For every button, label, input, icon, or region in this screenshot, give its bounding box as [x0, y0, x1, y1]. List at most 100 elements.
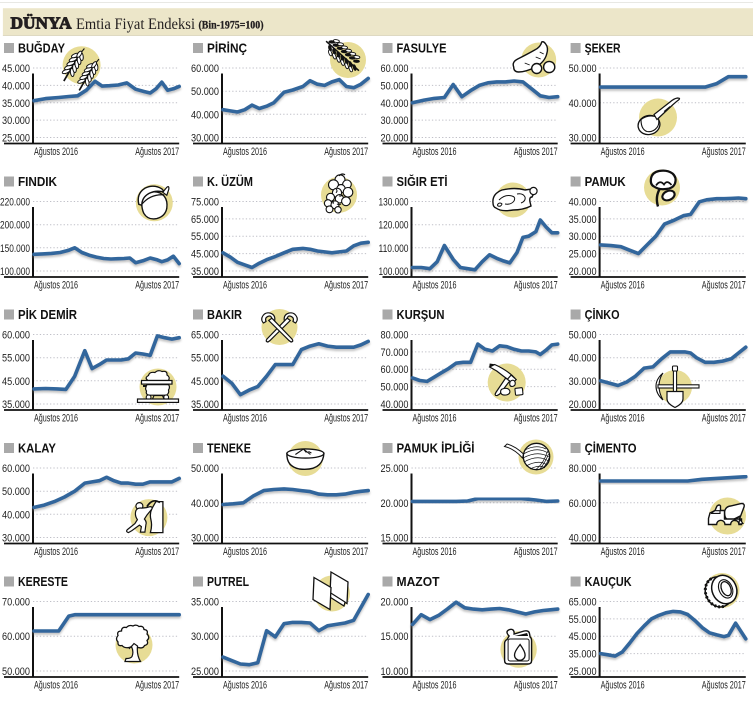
svg-text:40.000: 40.000	[569, 98, 597, 110]
svg-text:15.000: 15.000	[381, 631, 409, 643]
svg-text:30.000: 30.000	[381, 115, 409, 127]
svg-text:65.000: 65.000	[191, 214, 219, 226]
svg-text:50.000: 50.000	[569, 63, 597, 75]
svg-text:60.000: 60.000	[2, 330, 30, 342]
svg-text:Ağustos 2017: Ağustos 2017	[135, 413, 179, 425]
svg-text:40.000: 40.000	[2, 80, 30, 92]
svg-text:200.000: 200.000	[0, 220, 30, 232]
svg-text:40.000: 40.000	[569, 533, 597, 545]
svg-text:35.000: 35.000	[2, 399, 30, 411]
svg-text:150.000: 150.000	[0, 243, 30, 255]
svg-text:DÜNYA: DÜNYA	[11, 14, 72, 33]
svg-text:25.000: 25.000	[381, 463, 409, 475]
svg-text:FASULYE: FASULYE	[397, 41, 447, 56]
svg-text:Ağustos 2016: Ağustos 2016	[601, 413, 645, 425]
svg-text:Ağustos 2016: Ağustos 2016	[223, 413, 267, 425]
svg-text:Ağustos 2017: Ağustos 2017	[324, 413, 368, 425]
svg-text:70.000: 70.000	[381, 347, 409, 359]
svg-text:50.000: 50.000	[381, 382, 409, 394]
svg-text:40.000: 40.000	[381, 98, 409, 110]
svg-text:30.000: 30.000	[191, 133, 219, 145]
svg-text:Ağustos 2016: Ağustos 2016	[413, 146, 457, 158]
svg-text:Ağustos 2016: Ağustos 2016	[223, 546, 267, 558]
svg-text:Ağustos 2017: Ağustos 2017	[702, 413, 746, 425]
svg-text:Ağustos 2017: Ağustos 2017	[135, 280, 179, 292]
svg-text:45.000: 45.000	[569, 631, 597, 643]
svg-text:30.000: 30.000	[569, 231, 597, 243]
svg-text:70.000: 70.000	[2, 597, 30, 609]
svg-text:35.000: 35.000	[191, 597, 219, 609]
svg-text:30.000: 30.000	[191, 533, 219, 545]
svg-text:60.000: 60.000	[2, 463, 30, 475]
svg-text:Ağustos 2017: Ağustos 2017	[702, 146, 746, 158]
svg-text:Ağustos 2017: Ağustos 2017	[324, 546, 368, 558]
svg-text:Ağustos 2016: Ağustos 2016	[601, 680, 645, 692]
svg-text:100.000: 100.000	[0, 266, 30, 278]
svg-text:Ağustos 2016: Ağustos 2016	[223, 280, 267, 292]
svg-text:110.000: 110.000	[379, 243, 409, 255]
svg-text:Ağustos 2016: Ağustos 2016	[223, 680, 267, 692]
svg-text:Ağustos 2017: Ağustos 2017	[702, 280, 746, 292]
svg-text:Ağustos 2017: Ağustos 2017	[135, 146, 179, 158]
svg-text:65.000: 65.000	[191, 330, 219, 342]
svg-text:Ağustos 2016: Ağustos 2016	[34, 413, 78, 425]
svg-text:Ağustos 2017: Ağustos 2017	[514, 413, 558, 425]
svg-text:KERESTE: KERESTE	[18, 574, 68, 589]
svg-text:PUTREL: PUTREL	[207, 574, 249, 589]
svg-text:BUĞDAY: BUĞDAY	[18, 41, 65, 56]
svg-text:25.000: 25.000	[569, 666, 597, 678]
svg-text:Ağustos 2017: Ağustos 2017	[514, 546, 558, 558]
svg-text:Ağustos 2017: Ağustos 2017	[135, 680, 179, 692]
svg-text:130.000: 130.000	[379, 197, 409, 209]
svg-text:KALAY: KALAY	[18, 441, 56, 456]
svg-text:Ağustos 2016: Ağustos 2016	[223, 146, 267, 158]
svg-text:50.000: 50.000	[2, 666, 30, 678]
svg-text:10.000: 10.000	[381, 666, 409, 678]
svg-text:100.000: 100.000	[379, 266, 409, 278]
svg-text:75.000: 75.000	[191, 197, 219, 209]
svg-text:80.000: 80.000	[381, 330, 409, 342]
svg-text:K. ÜZÜM: K. ÜZÜM	[207, 174, 253, 189]
svg-text:40.000: 40.000	[569, 197, 597, 209]
svg-text:15.000: 15.000	[381, 533, 409, 545]
svg-text:35.000: 35.000	[569, 649, 597, 661]
svg-text:50.000: 50.000	[569, 330, 597, 342]
svg-text:65.000: 65.000	[569, 597, 597, 609]
svg-text:35.000: 35.000	[569, 214, 597, 226]
svg-text:ÇİNKO: ÇİNKO	[585, 307, 620, 322]
svg-text:45.000: 45.000	[2, 376, 30, 388]
svg-text:60.000: 60.000	[569, 498, 597, 510]
svg-text:Ağustos 2017: Ağustos 2017	[514, 146, 558, 158]
svg-text:Ağustos 2016: Ağustos 2016	[34, 280, 78, 292]
svg-text:TENEKE: TENEKE	[207, 441, 251, 456]
svg-text:30.000: 30.000	[2, 533, 30, 545]
svg-text:35.000: 35.000	[191, 266, 219, 278]
svg-text:30.000: 30.000	[191, 631, 219, 643]
svg-text:ŞEKER: ŞEKER	[585, 41, 621, 56]
svg-text:20.000: 20.000	[569, 399, 597, 411]
svg-text:25.000: 25.000	[569, 249, 597, 261]
svg-text:Ağustos 2016: Ağustos 2016	[601, 546, 645, 558]
svg-text:Ağustos 2017: Ağustos 2017	[514, 680, 558, 692]
svg-text:30.000: 30.000	[569, 376, 597, 388]
svg-text:30.000: 30.000	[569, 133, 597, 145]
svg-text:KURŞUN: KURŞUN	[397, 307, 445, 322]
svg-text:ÇİMENTO: ÇİMENTO	[585, 441, 637, 456]
svg-text:BAKIR: BAKIR	[207, 307, 243, 322]
svg-text:MAZOT: MAZOT	[397, 574, 440, 589]
svg-text:Ağustos 2017: Ağustos 2017	[702, 680, 746, 692]
svg-text:Ağustos 2016: Ağustos 2016	[413, 280, 457, 292]
svg-text:Ağustos 2017: Ağustos 2017	[514, 280, 558, 292]
svg-text:Ağustos 2016: Ağustos 2016	[601, 280, 645, 292]
svg-text:55.000: 55.000	[569, 614, 597, 626]
svg-text:50.000: 50.000	[191, 86, 219, 98]
svg-text:55.000: 55.000	[191, 353, 219, 365]
svg-text:35.000: 35.000	[2, 98, 30, 110]
svg-text:220.000: 220.000	[0, 197, 30, 209]
svg-text:20.000: 20.000	[381, 498, 409, 510]
svg-text:55.000: 55.000	[191, 231, 219, 243]
svg-text:KAUÇUK: KAUÇUK	[585, 574, 632, 589]
svg-text:60.000: 60.000	[381, 63, 409, 75]
svg-text:20.000: 20.000	[569, 266, 597, 278]
svg-text:Ağustos 2016: Ağustos 2016	[413, 680, 457, 692]
